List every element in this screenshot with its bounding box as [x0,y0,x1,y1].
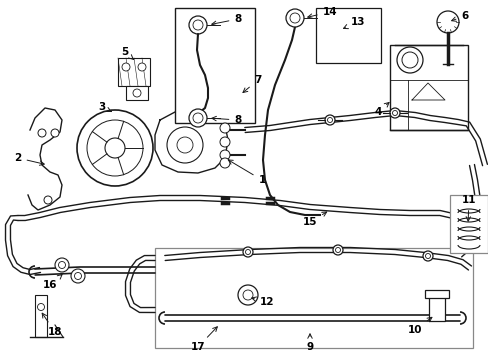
Circle shape [325,115,334,125]
Bar [35,295,47,337]
Circle shape [193,20,203,30]
Text: 10: 10 [407,317,431,335]
Circle shape [133,89,141,97]
Circle shape [59,261,65,269]
Circle shape [327,117,332,122]
Circle shape [189,109,206,127]
Circle shape [238,285,258,305]
Circle shape [167,127,203,163]
Circle shape [243,290,252,300]
Text: 8: 8 [211,115,241,125]
Bar [315,8,380,63]
Circle shape [74,273,81,279]
Text: 7: 7 [243,75,261,93]
Circle shape [193,113,203,123]
Polygon shape [155,110,227,173]
Circle shape [422,251,432,261]
Text: 5: 5 [121,47,133,60]
Circle shape [44,196,52,204]
Bar [449,195,487,253]
Circle shape [289,13,299,23]
Text: 12: 12 [251,297,274,307]
Circle shape [332,245,342,255]
Circle shape [285,9,304,27]
Text: 18: 18 [42,313,62,337]
Circle shape [55,258,69,272]
Bar [175,8,254,123]
Text: 17: 17 [190,327,217,352]
Circle shape [87,120,142,176]
Circle shape [77,110,153,186]
Circle shape [245,249,250,255]
Bar [424,290,448,298]
Bar [155,248,472,348]
Text: 6: 6 [451,11,468,21]
Circle shape [177,137,193,153]
Bar [118,58,150,86]
Text: 3: 3 [98,102,111,112]
Circle shape [105,138,125,158]
Circle shape [425,253,429,258]
Text: 16: 16 [42,275,62,290]
Bar [428,297,444,321]
Circle shape [220,158,229,168]
Circle shape [122,63,130,71]
Circle shape [436,11,458,33]
Circle shape [220,123,229,133]
Text: 15: 15 [302,212,326,227]
Circle shape [389,108,399,118]
Bar [389,45,467,130]
Text: 14: 14 [307,7,337,18]
Bar [126,86,148,100]
Circle shape [392,111,397,116]
Text: 13: 13 [343,17,365,29]
Circle shape [51,129,59,137]
Text: 9: 9 [306,334,313,352]
Circle shape [396,47,422,73]
Text: 2: 2 [14,153,44,165]
Text: 11: 11 [461,195,475,221]
Circle shape [335,248,340,252]
Circle shape [71,269,85,283]
Text: 1: 1 [228,160,265,185]
Text: 8: 8 [211,14,241,26]
Circle shape [401,52,417,68]
Circle shape [220,150,229,160]
Circle shape [189,16,206,34]
Circle shape [138,63,146,71]
Text: 4: 4 [373,103,388,117]
Circle shape [220,137,229,147]
Circle shape [38,303,44,310]
Circle shape [243,247,252,257]
Circle shape [38,129,46,137]
